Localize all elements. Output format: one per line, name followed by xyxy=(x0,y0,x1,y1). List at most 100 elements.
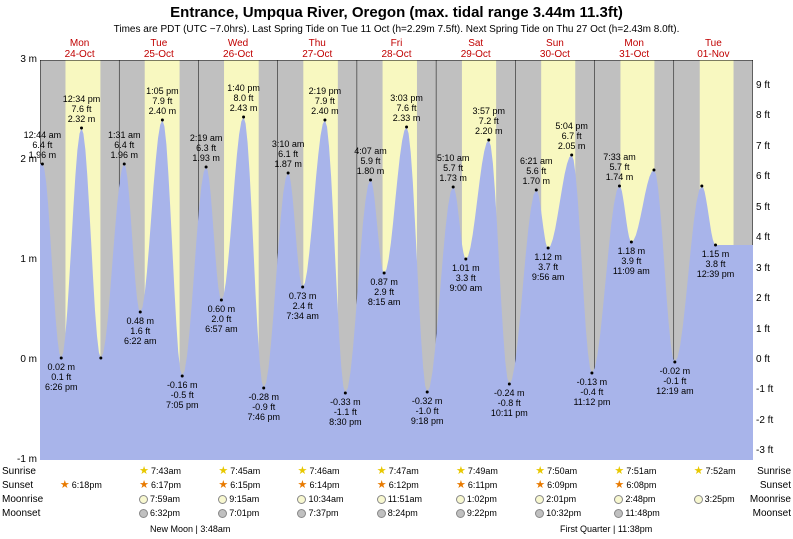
time-cell: 1:02pm xyxy=(456,494,497,504)
sunrise-icon: ★ xyxy=(535,466,545,476)
moonset-icon xyxy=(139,509,148,518)
sunrise-icon: ★ xyxy=(614,466,624,476)
time-cell: ★7:47am xyxy=(377,466,419,476)
day-label: Thu27-Oct xyxy=(278,38,357,60)
moonset-icon xyxy=(535,509,544,518)
day-label: Mon24-Oct xyxy=(40,38,119,60)
y-tick-right: 3 ft xyxy=(756,263,786,274)
time-cell: ★6:18pm xyxy=(60,480,102,490)
time-cell: 10:32pm xyxy=(535,508,581,518)
sunrise-icon: ★ xyxy=(456,466,466,476)
day-column: Tue01-Nov xyxy=(674,60,753,460)
day-label: Wed26-Oct xyxy=(198,38,277,60)
day-column: Mon24-Oct xyxy=(40,60,119,460)
tide-chart: Entrance, Umpqua River, Oregon (max. tid… xyxy=(0,0,793,539)
row-label: Sunset xyxy=(2,480,33,491)
sunrise-icon: ★ xyxy=(694,466,704,476)
moonrise-icon xyxy=(297,495,306,504)
y-tick-left: 0 m xyxy=(7,354,37,365)
time-cell: 10:34am xyxy=(297,494,343,504)
y-tick-right: -3 ft xyxy=(756,445,786,456)
row-label: Sunrise xyxy=(757,466,791,477)
day-label: Sat29-Oct xyxy=(436,38,515,60)
row-label: Moonset xyxy=(753,508,791,519)
time-cell: 8:24pm xyxy=(377,508,418,518)
time-cell: ★6:08pm xyxy=(614,480,656,490)
moonset-icon xyxy=(297,509,306,518)
chart-title: Entrance, Umpqua River, Oregon (max. tid… xyxy=(0,4,793,21)
y-tick-left: 3 m xyxy=(7,54,37,65)
y-tick-left: 2 m xyxy=(7,154,37,165)
time-cell: 11:48pm xyxy=(614,508,659,518)
time-cell: 7:37pm xyxy=(297,508,338,518)
day-column: Mon31-Oct xyxy=(595,60,674,460)
row-label: Sunrise xyxy=(2,466,36,477)
y-tick-left: -1 m xyxy=(7,454,37,465)
row-label: Moonrise xyxy=(750,494,791,505)
sunrise-icon: ★ xyxy=(297,466,307,476)
time-cell: ★7:49am xyxy=(456,466,498,476)
sunset-icon: ★ xyxy=(535,480,545,490)
moonset-icon xyxy=(218,509,227,518)
day-label: Mon31-Oct xyxy=(595,38,674,60)
time-cell: 7:01pm xyxy=(218,508,259,518)
time-cell: ★6:09pm xyxy=(535,480,577,490)
time-cell: ★6:11pm xyxy=(456,480,497,490)
moonrise-icon xyxy=(535,495,544,504)
y-tick-right: 1 ft xyxy=(756,324,786,335)
moonrise-icon xyxy=(614,495,623,504)
day-column: Fri28-Oct xyxy=(357,60,436,460)
time-cell: ★7:52am xyxy=(694,466,736,476)
sunrise-icon: ★ xyxy=(377,466,387,476)
day-column: Wed26-Oct xyxy=(198,60,277,460)
day-column: Sun30-Oct xyxy=(515,60,594,460)
time-cell: 6:32pm xyxy=(139,508,180,518)
time-cell: 11:51am xyxy=(377,494,422,504)
sunset-icon: ★ xyxy=(139,480,149,490)
sunset-icon: ★ xyxy=(456,480,466,490)
time-cell: 2:48pm xyxy=(614,494,655,504)
time-cell: 9:22pm xyxy=(456,508,497,518)
y-tick-right: 2 ft xyxy=(756,293,786,304)
sunset-icon: ★ xyxy=(614,480,624,490)
y-tick-right: 7 ft xyxy=(756,141,786,152)
time-cell: 7:59am xyxy=(139,494,180,504)
day-column: Sat29-Oct xyxy=(436,60,515,460)
y-tick-right: 0 ft xyxy=(756,354,786,365)
time-cell: 9:15am xyxy=(218,494,259,504)
sunrise-icon: ★ xyxy=(139,466,149,476)
time-cell: ★7:46am xyxy=(297,466,339,476)
moonrise-icon xyxy=(456,495,465,504)
sunrise-icon: ★ xyxy=(218,466,228,476)
moonset-icon xyxy=(456,509,465,518)
row-label: Moonrise xyxy=(2,494,43,505)
y-tick-left: 1 m xyxy=(7,254,37,265)
moonrise-icon xyxy=(139,495,148,504)
day-label: Fri28-Oct xyxy=(357,38,436,60)
time-cell: ★7:50am xyxy=(535,466,577,476)
y-tick-right: 6 ft xyxy=(756,171,786,182)
time-cell: ★6:15pm xyxy=(218,480,260,490)
y-tick-right: 4 ft xyxy=(756,232,786,243)
sunset-icon: ★ xyxy=(60,480,70,490)
sunset-icon: ★ xyxy=(297,480,307,490)
moonrise-icon xyxy=(694,495,703,504)
day-column: Tue25-Oct xyxy=(119,60,198,460)
day-column: Thu27-Oct xyxy=(278,60,357,460)
time-cell: ★6:12pm xyxy=(377,480,419,490)
moonset-icon xyxy=(614,509,623,518)
sunset-icon: ★ xyxy=(377,480,387,490)
moonrise-icon xyxy=(218,495,227,504)
plot-area: Mon24-OctTue25-OctWed26-OctThu27-OctFri2… xyxy=(40,60,753,460)
sunset-icon: ★ xyxy=(218,480,228,490)
moonrise-icon xyxy=(377,495,386,504)
time-cell: ★7:43am xyxy=(139,466,181,476)
row-label: Sunset xyxy=(760,480,791,491)
day-label: Tue25-Oct xyxy=(119,38,198,60)
y-tick-right: 8 ft xyxy=(756,110,786,121)
time-cell: 2:01pm xyxy=(535,494,576,504)
time-cell: ★7:45am xyxy=(218,466,260,476)
time-cell: 3:25pm xyxy=(694,494,735,504)
y-tick-right: 9 ft xyxy=(756,80,786,91)
time-cell: ★7:51am xyxy=(614,466,656,476)
